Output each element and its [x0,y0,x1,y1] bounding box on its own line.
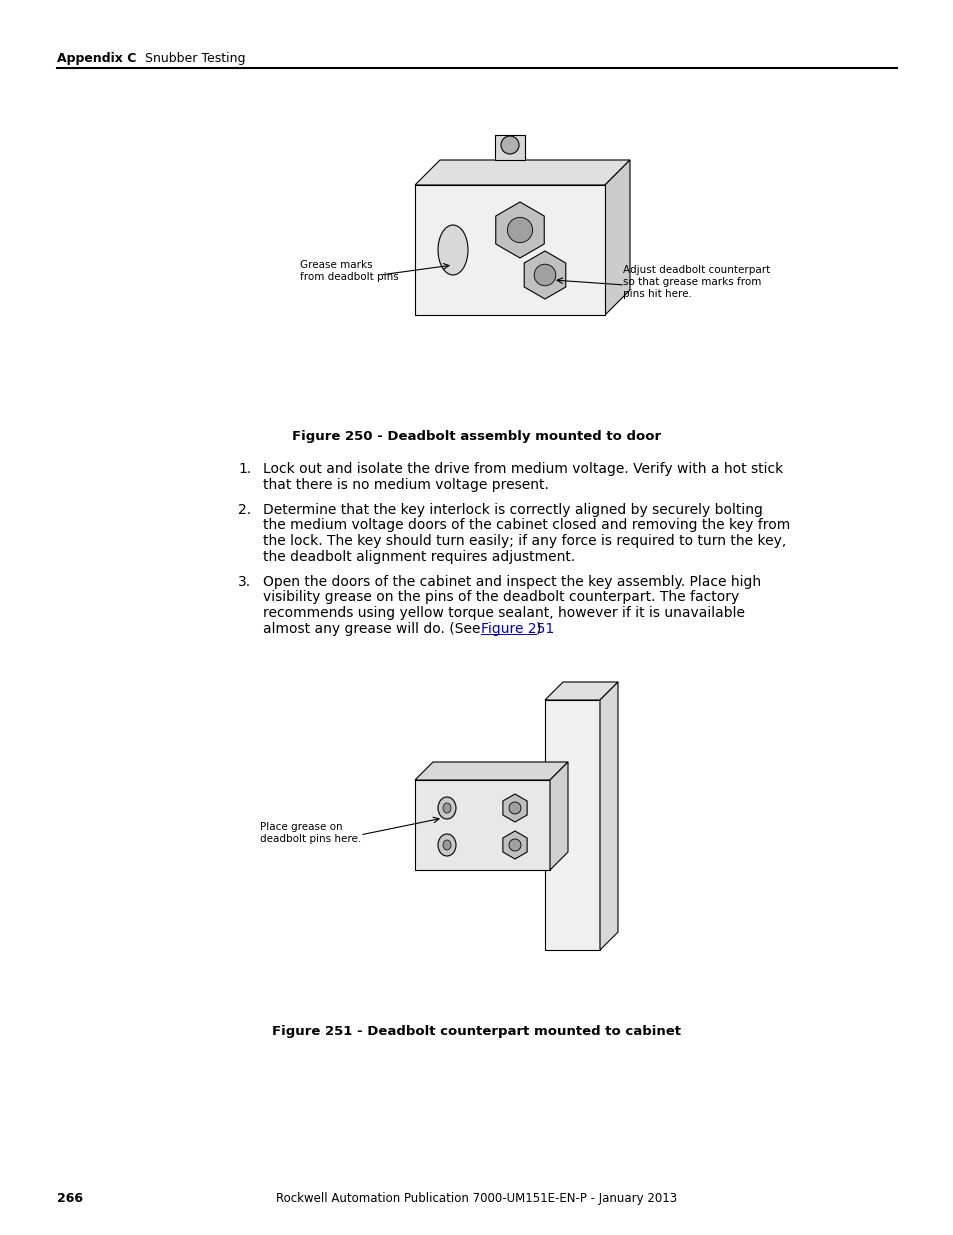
Text: that there is no medium voltage present.: that there is no medium voltage present. [263,478,548,492]
Circle shape [534,264,556,285]
Ellipse shape [437,797,456,819]
Text: recommends using yellow torque sealant, however if it is unavailable: recommends using yellow torque sealant, … [263,606,744,620]
Text: 3.: 3. [237,576,251,589]
Polygon shape [544,700,599,950]
Text: almost any grease will do. (See: almost any grease will do. (See [263,621,484,636]
Polygon shape [415,762,567,781]
Polygon shape [502,831,527,860]
Polygon shape [495,135,524,161]
Polygon shape [496,203,543,258]
Text: Figure 250 - Deadbolt assembly mounted to door: Figure 250 - Deadbolt assembly mounted t… [293,430,660,443]
Text: Figure 251: Figure 251 [480,621,554,636]
Text: Determine that the key interlock is correctly aligned by securely bolting: Determine that the key interlock is corr… [263,503,762,517]
Polygon shape [604,161,629,315]
Text: so that grease marks from: so that grease marks from [622,277,760,287]
Ellipse shape [437,834,456,856]
Text: 1.: 1. [237,462,251,475]
Text: Grease marks: Grease marks [299,261,373,270]
Text: Figure 251 - Deadbolt counterpart mounted to cabinet: Figure 251 - Deadbolt counterpart mounte… [273,1025,680,1037]
Ellipse shape [442,803,451,813]
Text: 266: 266 [57,1192,83,1205]
Text: visibility grease on the pins of the deadbolt counterpart. The factory: visibility grease on the pins of the dea… [263,590,739,604]
Circle shape [509,802,520,814]
Text: ): ) [536,621,540,636]
Text: the deadbolt alignment requires adjustment.: the deadbolt alignment requires adjustme… [263,550,575,563]
Text: Snubber Testing: Snubber Testing [145,52,245,65]
Text: the medium voltage doors of the cabinet closed and removing the key from: the medium voltage doors of the cabinet … [263,519,789,532]
Text: Appendix C: Appendix C [57,52,136,65]
Circle shape [509,839,520,851]
Polygon shape [502,794,527,823]
Text: Adjust deadbolt counterpart: Adjust deadbolt counterpart [622,266,769,275]
Circle shape [500,136,518,154]
Text: Place grease on: Place grease on [260,823,342,832]
Text: Open the doors of the cabinet and inspect the key assembly. Place high: Open the doors of the cabinet and inspec… [263,576,760,589]
Polygon shape [550,762,567,869]
Ellipse shape [442,840,451,850]
Text: deadbolt pins here.: deadbolt pins here. [260,834,361,844]
Text: from deadbolt pins: from deadbolt pins [299,272,398,282]
Text: 2.: 2. [237,503,251,517]
Text: the lock. The key should turn easily; if any force is required to turn the key,: the lock. The key should turn easily; if… [263,534,785,548]
Circle shape [507,217,532,242]
Polygon shape [599,682,618,950]
Text: pins hit here.: pins hit here. [622,289,691,299]
Polygon shape [415,781,550,869]
Polygon shape [544,682,618,700]
Text: Rockwell Automation Publication 7000-UM151E-EN-P - January 2013: Rockwell Automation Publication 7000-UM1… [276,1192,677,1205]
Polygon shape [523,251,565,299]
Polygon shape [535,769,555,795]
Polygon shape [415,161,629,185]
Ellipse shape [437,225,468,275]
Text: Lock out and isolate the drive from medium voltage. Verify with a hot stick: Lock out and isolate the drive from medi… [263,462,782,475]
Polygon shape [415,185,604,315]
